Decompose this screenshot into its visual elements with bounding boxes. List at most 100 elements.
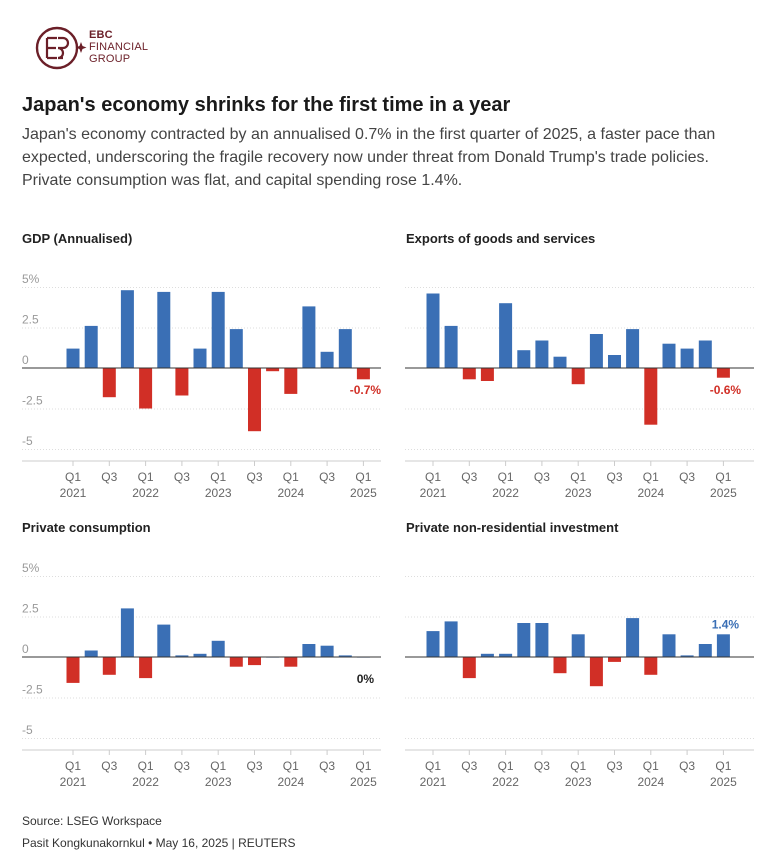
gdp-x-year-label: 2022 [132, 486, 159, 500]
exports-bar [553, 356, 567, 368]
gdp-bar [66, 348, 80, 368]
chart-title-exports: Exports of goods and services [406, 231, 596, 246]
gdp-bar [193, 348, 207, 368]
investment-bar [680, 655, 694, 657]
investment-bar [589, 657, 603, 687]
exports-bar [716, 368, 730, 378]
consumption-x-year-label: 2024 [277, 775, 304, 789]
gdp-x-tick-label: Q1 [65, 470, 81, 484]
source-note: Source: LSEG Workspace [22, 814, 162, 828]
gdp-y-tick-label: 2.5 [22, 313, 39, 327]
exports-x-year-label: 2023 [565, 486, 592, 500]
consumption-x-year-label: 2023 [205, 775, 232, 789]
consumption-x-tick-label: Q1 [138, 759, 154, 773]
investment-bar [426, 631, 440, 657]
exports-x-tick-label: Q3 [606, 470, 622, 484]
exports-x-tick-label: Q1 [715, 470, 731, 484]
exports-x-tick-label: Q3 [534, 470, 550, 484]
gdp-bar [102, 368, 116, 398]
investment-x-year-label: 2021 [420, 775, 447, 789]
consumption-bar [248, 657, 261, 666]
exports-x-tick-label: Q1 [498, 470, 514, 484]
consumption-bar [338, 655, 352, 657]
gdp-y-tick-label: 5% [22, 272, 40, 286]
brand-line-2: FINANCIAL [89, 41, 149, 53]
brand-name: EBC FINANCIAL GROUP [89, 29, 148, 65]
exports-x-tick-label: Q3 [679, 470, 695, 484]
chart-title-consumption: Private consumption [22, 520, 151, 535]
consumption-bar [193, 653, 207, 657]
gdp-bar [266, 368, 280, 372]
investment-bar [480, 653, 494, 657]
exports-x-tick-label: Q1 [570, 470, 586, 484]
exports-x-year-label: 2022 [492, 486, 519, 500]
consumption-x-tick-label: Q1 [65, 759, 81, 773]
consumption-y-tick-label: 5% [22, 561, 40, 575]
exports-bar [698, 340, 712, 368]
gdp-x-year-label: 2024 [277, 486, 304, 500]
exports-x-year-label: 2025 [710, 486, 737, 500]
investment-x-tick-label: Q3 [606, 759, 622, 773]
gdp-x-year-label: 2025 [350, 486, 377, 500]
exports-bar [589, 334, 603, 368]
brand-line-3: GROUP [89, 53, 131, 65]
gdp-x-tick-label: Q3 [319, 470, 335, 484]
consumption-bar [175, 655, 189, 657]
exports-bar [680, 348, 694, 368]
exports-bar [535, 340, 549, 368]
exports-annotation: -0.6% [710, 383, 742, 397]
investment-bar [608, 657, 621, 662]
consumption-y-tick-label: 2.5 [22, 602, 39, 616]
consumption-x-year-label: 2021 [60, 775, 87, 789]
gdp-x-tick-label: Q1 [210, 470, 226, 484]
gdp-y-tick-label: -2.5 [22, 394, 43, 408]
investment-x-tick-label: Q3 [461, 759, 477, 773]
chart-title-gdp: GDP (Annualised) [22, 231, 133, 246]
consumption-bar [320, 645, 334, 657]
gdp-annotation: -0.7% [350, 383, 382, 397]
gdp-bar [320, 351, 334, 368]
exports-bar [444, 325, 458, 368]
gdp-x-tick-label: Q1 [283, 470, 299, 484]
investment-x-tick-label: Q1 [570, 759, 586, 773]
exports-bar [517, 350, 531, 368]
consumption-bar [229, 657, 243, 667]
gdp-bar [284, 368, 298, 394]
exports-bar [499, 303, 513, 368]
investment-bar [444, 621, 458, 657]
gdp-x-year-label: 2023 [205, 486, 232, 500]
investment-x-tick-label: Q1 [498, 759, 514, 773]
consumption-bar [102, 657, 116, 675]
ebc-logo-icon [35, 26, 87, 70]
investment-bar [517, 623, 531, 657]
consumption-y-tick-label: -5 [22, 723, 33, 737]
exports-x-tick-label: Q3 [461, 470, 477, 484]
exports-bar [571, 368, 585, 385]
page-title: Japan's economy shrinks for the first ti… [22, 94, 511, 116]
consumption-x-tick-label: Q1 [210, 759, 226, 773]
exports-x-tick-label: Q1 [643, 470, 659, 484]
consumption-x-tick-label: Q1 [283, 759, 299, 773]
gdp-y-tick-label: -5 [22, 434, 33, 448]
investment-bar [644, 657, 658, 675]
consumption-bar [84, 650, 98, 657]
consumption-y-tick-label: 0 [22, 642, 29, 656]
investment-bar [535, 623, 549, 657]
consumption-x-year-label: 2022 [132, 775, 159, 789]
investment-bar [626, 618, 640, 657]
exports-bar [462, 368, 476, 380]
consumption-x-tick-label: Q1 [355, 759, 371, 773]
investment-bar [698, 644, 712, 657]
exports-bar [644, 368, 658, 425]
gdp-bar [84, 325, 98, 368]
consumption-bar [66, 657, 80, 683]
consumption-x-tick-label: Q3 [174, 759, 190, 773]
investment-x-year-label: 2023 [565, 775, 592, 789]
investment-x-tick-label: Q1 [715, 759, 731, 773]
brand-line-1: EBC [89, 29, 113, 41]
gdp-x-year-label: 2021 [60, 486, 87, 500]
investment-bar [499, 653, 513, 657]
gdp-bar [157, 291, 171, 368]
exports-bar [626, 329, 640, 368]
